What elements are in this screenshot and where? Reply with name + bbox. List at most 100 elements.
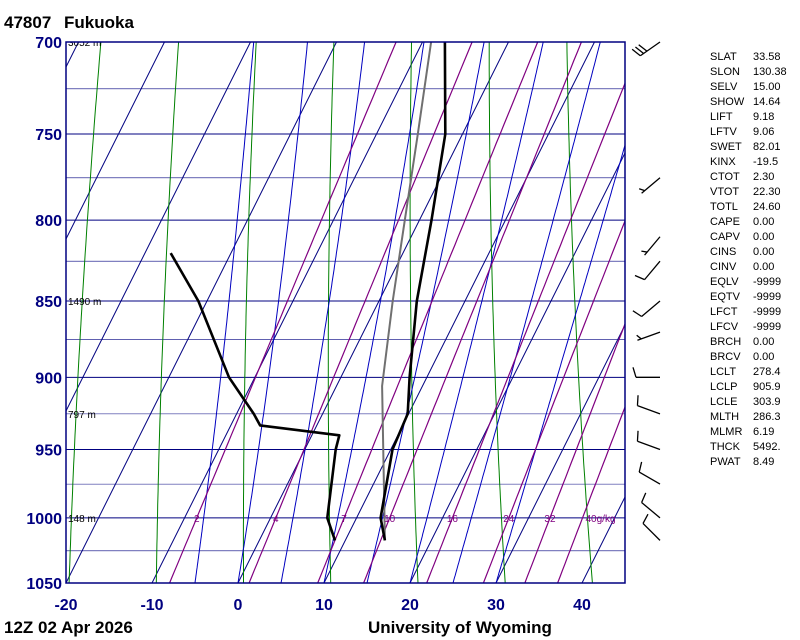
index-value: -9999 <box>753 321 781 333</box>
index-key: LCLT <box>710 366 736 378</box>
temperature-axis: -20 -10 0 10 20 30 40 <box>54 597 591 614</box>
wind-barb-half-feather <box>638 188 645 192</box>
moist-adiabat <box>194 42 255 583</box>
wind-barb-staff <box>637 405 661 415</box>
isotherm-line <box>237 42 509 583</box>
station-id: 47807 <box>4 13 51 32</box>
pressure-tick-label: 850 <box>35 294 62 311</box>
index-value: 9.06 <box>753 126 774 138</box>
wind-barb-staff <box>637 440 661 451</box>
wind-barb-feather <box>642 513 649 524</box>
index-key: MLMR <box>710 426 742 438</box>
index-value: 0.00 <box>753 261 774 273</box>
index-key: MLTH <box>710 411 739 423</box>
index-key: LFCT <box>710 306 738 318</box>
pressure-axis: 700 750 800 850 900 950 1000 1050 <box>26 35 62 593</box>
wind-barb-feather <box>636 430 639 442</box>
mixing-ratio-label: 7 <box>341 514 347 525</box>
index-value: 130.38 <box>753 66 787 78</box>
dry-adiabat <box>409 42 419 583</box>
wind-barb-staff <box>644 260 661 281</box>
mixing-ratio-line <box>317 42 539 583</box>
credit: University of Wyoming <box>368 618 552 637</box>
temperature-trace <box>379 42 447 541</box>
dry-adiabat <box>488 42 506 583</box>
index-value: 22.30 <box>753 186 781 198</box>
temperature-tick-label: 10 <box>315 597 333 614</box>
wind-barb-feather <box>631 48 641 57</box>
index-value: 82.01 <box>753 141 781 153</box>
pressure-tick-label: 900 <box>35 370 62 387</box>
index-value: 0.00 <box>753 216 774 228</box>
isotherm-line <box>409 151 625 583</box>
temperature-tick-label: 30 <box>487 597 505 614</box>
index-key: SLAT <box>710 51 737 63</box>
index-value: 0.00 <box>753 231 774 243</box>
isotherm-line <box>66 42 337 583</box>
index-value: 6.19 <box>753 426 774 438</box>
index-key: PWAT <box>710 456 741 468</box>
mixing-ratio-line <box>524 322 625 583</box>
index-value: 9.18 <box>753 111 774 123</box>
mixing-ratio-line <box>557 405 625 583</box>
index-key: SHOW <box>710 96 745 108</box>
indices-table: SLAT 33.58 SLON 130.38 SELV 15.00 SHOW 14.64 LIF… <box>710 51 787 468</box>
index-key: BRCV <box>710 351 741 363</box>
pressure-tick-label: 800 <box>35 213 62 230</box>
isotherm-line <box>323 42 595 583</box>
index-key: LCLE <box>710 396 738 408</box>
index-value: 286.3 <box>753 411 781 423</box>
wind-barb-staff <box>641 501 661 519</box>
height-label: 148 m <box>68 514 96 525</box>
dry-adiabat <box>645 42 680 583</box>
mixing-ratio-label: 40g/kg <box>586 514 616 525</box>
pressure-tick-label: 1050 <box>26 576 62 593</box>
pressure-tick-label: 1000 <box>26 511 62 528</box>
index-key: EQTV <box>710 291 741 303</box>
index-value: 33.58 <box>753 51 781 63</box>
isotherm-line <box>66 42 251 413</box>
wind-barb-staff <box>641 300 661 317</box>
dry-adiabat <box>68 42 102 583</box>
mixing-ratio-label: 24 <box>503 514 515 525</box>
wind-barb-feather <box>634 274 645 281</box>
moist-adiabat <box>280 42 366 583</box>
index-value: 8.49 <box>753 456 774 468</box>
wind-barb-feather <box>632 310 642 318</box>
index-key: VTOT <box>710 186 739 198</box>
index-key: LCLP <box>710 381 738 393</box>
observation-time: 12Z 02 Apr 2026 <box>4 618 133 637</box>
wind-barb-feather <box>636 395 639 406</box>
parcel-path <box>381 42 433 541</box>
index-value: 0.00 <box>753 336 774 348</box>
index-value: 14.64 <box>753 96 781 108</box>
wind-barb-staff <box>644 236 661 256</box>
mixing-ratio-line <box>363 42 582 583</box>
wind-barbs <box>631 41 661 541</box>
moist-adiabat <box>452 42 601 583</box>
index-key: CAPE <box>710 216 740 228</box>
dry-adiabat <box>155 42 180 583</box>
isotherm-line <box>151 42 423 583</box>
index-key: SWET <box>710 141 742 153</box>
index-value: -9999 <box>753 276 781 288</box>
isotherm-line <box>495 323 625 583</box>
temperature-tick-label: -20 <box>54 597 77 614</box>
index-key: THCK <box>710 441 741 453</box>
index-value: 15.00 <box>753 81 781 93</box>
height-label: 797 m <box>68 410 96 421</box>
pressure-tick-label: 950 <box>35 442 62 459</box>
wind-barb-feather <box>632 367 637 378</box>
mixing-ratio-label: 32 <box>544 514 556 525</box>
moist-adiabat <box>323 42 425 583</box>
index-value: 0.00 <box>753 246 774 258</box>
mixing-ratio-line <box>426 81 625 583</box>
wind-barb-feather <box>635 46 645 54</box>
station-name: Fukuoka <box>64 13 134 32</box>
mixing-ratio-label: 10 <box>384 514 396 525</box>
mixing-ratio-label: 4 <box>273 514 279 525</box>
index-key: EQLV <box>710 276 739 288</box>
height-label: 3052 m <box>68 38 101 49</box>
